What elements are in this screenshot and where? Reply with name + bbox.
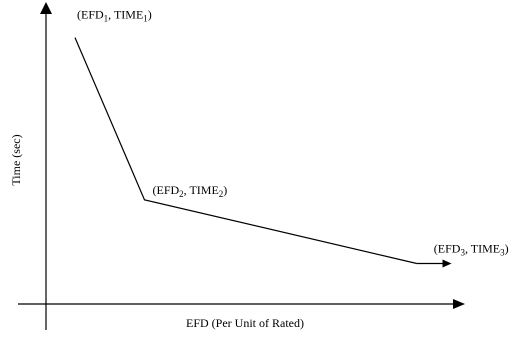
point-label: (EFD3, TIME3) xyxy=(434,242,509,258)
x-axis-arrow xyxy=(453,299,465,309)
series-layer: (EFD1, TIME1) (EFD2, TIME2) (EFD3, TIME3) xyxy=(74,8,509,268)
series-line xyxy=(74,37,417,265)
x-axis-label: EFD (Per Unit of Rated) xyxy=(186,316,304,330)
y-axis-arrow xyxy=(40,2,52,14)
series-tail-arrow xyxy=(442,259,452,268)
y-axis-label: Time (sec) xyxy=(9,134,23,185)
point-label: (EFD1, TIME1) xyxy=(77,8,152,24)
point-label: (EFD2, TIME2) xyxy=(153,183,228,199)
